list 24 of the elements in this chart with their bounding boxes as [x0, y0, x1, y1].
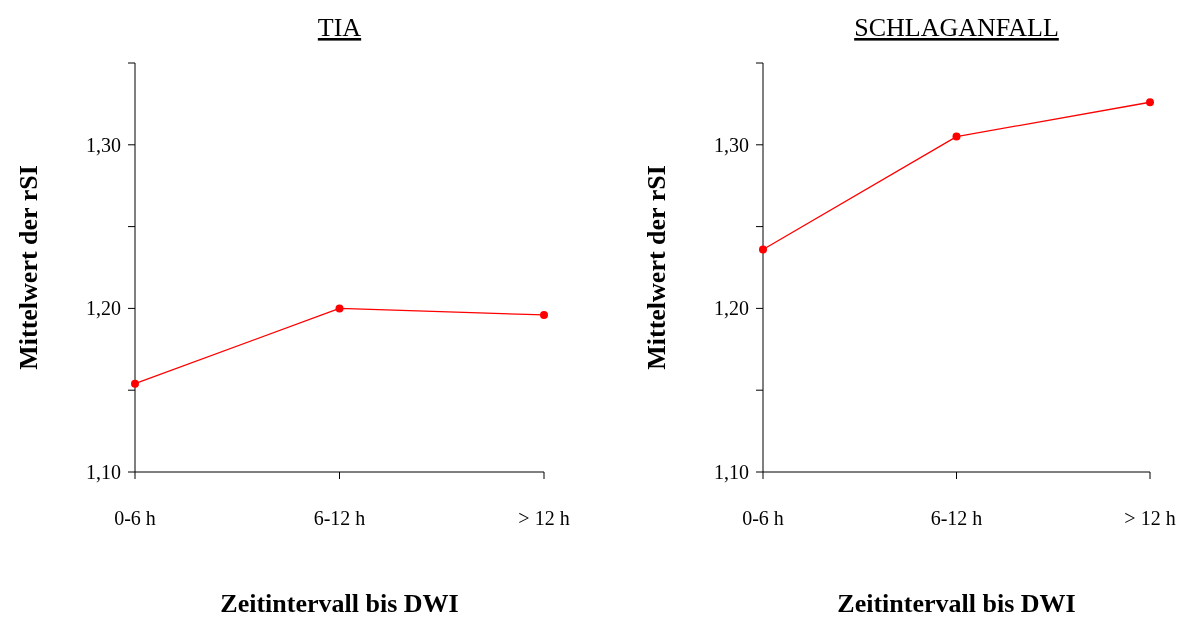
x-tick-label: 6-12 h — [313, 507, 366, 529]
point — [759, 245, 767, 254]
chart-title: TIA — [317, 13, 362, 42]
y-tick-label: 1,20 — [86, 297, 121, 320]
x-tick-label: 6-12 h — [930, 507, 983, 529]
point — [131, 379, 139, 388]
y-tick-label: 1,30 — [714, 133, 749, 156]
x-tick-label: 0-6 h — [742, 507, 784, 529]
x-tick-label: 0-6 h — [114, 507, 156, 529]
x-tick-label: > 12 h — [518, 507, 570, 529]
y-tick-label: 1,30 — [86, 133, 121, 156]
point — [540, 310, 548, 319]
x-axis-title: Zeitintervall bis DWI — [837, 589, 1076, 617]
y-tick-label: 1,10 — [86, 461, 121, 483]
x-tick-label: > 12 h — [1124, 507, 1176, 529]
y-axis-title: Mittelwert der rSI — [14, 165, 43, 370]
y-axis-title: Mittelwert der rSI — [642, 165, 671, 370]
point — [1146, 98, 1154, 107]
point — [952, 132, 961, 141]
y-tick-label: 1,20 — [714, 297, 749, 320]
point — [335, 304, 344, 313]
x-axis-title: Zeitintervall bis DWI — [220, 589, 459, 617]
chart-title: SCHLAGANFALL — [854, 13, 1059, 42]
y-tick-label: 1,10 — [714, 461, 749, 483]
